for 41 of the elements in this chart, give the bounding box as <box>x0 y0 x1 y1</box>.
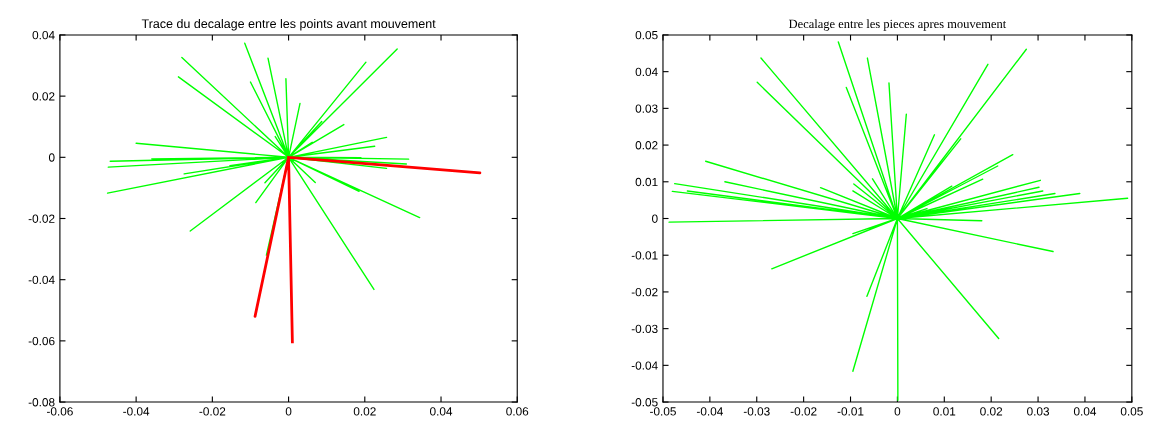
y-tick-label: 0.03 <box>635 104 658 113</box>
y-tick-label: -0.08 <box>28 398 55 407</box>
x-tick-label: 0.03 <box>1027 407 1050 416</box>
y-tick-label: -0.01 <box>631 251 658 260</box>
x-tick-label: -0.03 <box>743 407 770 416</box>
line-series <box>668 41 1129 401</box>
y-tick-label: -0.05 <box>631 398 658 407</box>
y-tick-label: 0.04 <box>32 30 55 40</box>
x-tick-label: 0.01 <box>933 407 956 416</box>
x-tick-label: 0 <box>285 407 292 416</box>
y-tick-label: -0.04 <box>631 361 658 370</box>
y-tick-label: 0.02 <box>635 141 658 150</box>
line-series <box>106 42 421 291</box>
y-tick-label: -0.03 <box>631 324 658 334</box>
x-tick-label: -0.02 <box>790 407 817 416</box>
y-tick-label: -0.04 <box>28 275 55 285</box>
x-tick-label: 0.05 <box>1120 407 1143 416</box>
x-tick-label: -0.06 <box>46 407 73 416</box>
y-tick-label: 0 <box>652 214 658 223</box>
line-series <box>253 155 482 344</box>
chart-title: Decalage entre les pieces apres mouvement <box>788 19 1007 31</box>
y-tick-label: 0.04 <box>635 67 658 77</box>
x-tick-label: -0.02 <box>199 407 226 416</box>
chart-title: Trace du decalage entre les points avant mouvement <box>141 18 436 31</box>
x-tick-label: 0.02 <box>980 407 1003 416</box>
y-tick-label: 0 <box>48 153 55 162</box>
x-tick-label: -0.04 <box>696 407 723 416</box>
x-tick-label: 0.02 <box>353 407 376 416</box>
y-tick-label: 0.02 <box>32 92 55 101</box>
y-tick-label: -0.06 <box>28 336 55 346</box>
x-tick-label: -0.01 <box>837 407 864 416</box>
x-tick-label: -0.04 <box>123 407 150 416</box>
y-tick-label: -0.02 <box>28 214 55 223</box>
y-tick-label: -0.02 <box>631 287 658 297</box>
x-tick-label: 0.06 <box>506 407 529 416</box>
x-tick-label: -0.05 <box>650 407 676 416</box>
y-tick-label: 0.01 <box>635 177 658 187</box>
y-tick-label: 0.05 <box>635 30 658 40</box>
x-tick-label: 0.04 <box>430 407 453 416</box>
x-tick-label: 0 <box>894 407 901 416</box>
x-tick-label: 0.04 <box>1073 407 1097 416</box>
